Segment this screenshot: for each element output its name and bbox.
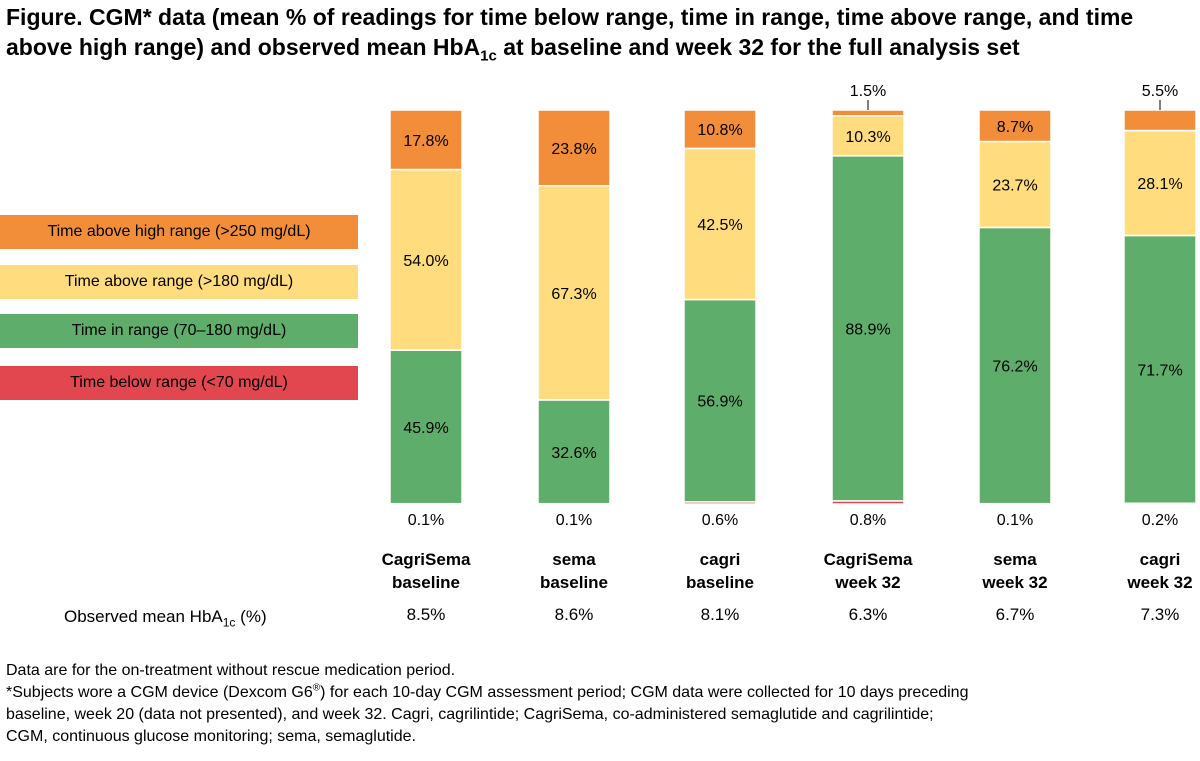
- title-subscript: 1c: [480, 47, 497, 65]
- legend-item-below-range: Time below range (<70 mg/dL): [0, 366, 358, 400]
- hba1c-row-label: Observed mean HbA1c (%): [64, 607, 267, 630]
- legend-item-in-range: Time in range (70–180 mg/dL): [0, 314, 358, 348]
- bar-segment-in_range-1: [389, 349, 463, 505]
- data-label-below-3: 0.6%: [702, 512, 738, 529]
- data-label-above-1: 54.0%: [403, 253, 448, 270]
- hba1c-label-subscript: 1c: [222, 615, 236, 630]
- data-label-above-2: 67.3%: [551, 286, 596, 303]
- stacked-bar-chart: 0.1% 45.9% 54.0% 17.8% CagriSema baseline 8.5%…: [382, 83, 1197, 624]
- bar-segment-above-5: [978, 140, 1052, 229]
- category-label-1-line-1: CagriSema: [382, 550, 471, 569]
- footnote-line-2: *Subjects wore a CGM device (Dexcom G6®)…: [6, 682, 968, 704]
- category-label-5-line-1: sema: [993, 550, 1037, 569]
- bar-segment-above_high-3: [683, 109, 757, 150]
- bar-segment-in_range-4: [831, 155, 905, 502]
- data-label-above_high-1: 17.8%: [403, 133, 448, 150]
- category-label-2-line-2: baseline: [540, 573, 608, 592]
- bar-segment-above-1: [389, 168, 463, 351]
- data-label-above-4: 10.3%: [845, 129, 890, 146]
- bar-segment-above-2: [537, 184, 611, 401]
- data-label-below-5: 0.1%: [997, 512, 1033, 529]
- category-label-6-line-2: week 32: [1126, 573, 1192, 592]
- figure-title: Figure. CGM* data (mean % of readings fo…: [6, 2, 1196, 65]
- footnote-line-4: CGM, continuous glucose monitoring; sema…: [6, 728, 416, 745]
- data-label-above_high-3: 10.8%: [697, 122, 742, 139]
- data-label-above_high-5: 8.7%: [997, 119, 1033, 136]
- bar-segment-above_high-4: [831, 109, 905, 117]
- data-label-below-2: 0.1%: [556, 512, 592, 529]
- data-label-in_range-4: 88.9%: [845, 321, 890, 338]
- category-label-5-line-2: week 32: [981, 573, 1047, 592]
- data-label-in_range-3: 56.9%: [697, 394, 742, 411]
- data-label-above_high-6: 5.5%: [1142, 83, 1178, 100]
- title-text-2: at baseline and week 32 for the full ana…: [496, 34, 1020, 60]
- category-label-1-line-2: baseline: [392, 573, 460, 592]
- data-label-above-6: 28.1%: [1137, 176, 1182, 193]
- category-label-3-line-1: cagri: [700, 550, 741, 569]
- footnote-line-1: Data are for the on-treatment without re…: [6, 662, 456, 679]
- category-label-4-line-2: week 32: [834, 573, 900, 592]
- hba1c-value-1: 8.5%: [407, 605, 446, 624]
- hba1c-value-3: 8.1%: [701, 605, 740, 624]
- data-label-below-4: 0.8%: [850, 512, 886, 529]
- data-label-in_range-5: 76.2%: [992, 359, 1037, 376]
- category-label-3-line-2: baseline: [686, 573, 754, 592]
- hba1c-value-4: 6.3%: [849, 605, 888, 624]
- legend-label-below-range: Time below range (<70 mg/dL): [70, 374, 288, 391]
- title-text-1: Figure. CGM* data (mean % of readings fo…: [6, 4, 1134, 60]
- legend-item-above-range: Time above range (>180 mg/dL): [0, 265, 358, 299]
- hba1c-value-6: 7.3%: [1141, 605, 1180, 624]
- category-label-4-line-1: CagriSema: [824, 550, 913, 569]
- bar-segment-above_high-1: [389, 109, 463, 171]
- hba1c-label-suffix: (%): [235, 607, 267, 626]
- bar-segment-above-6: [1123, 129, 1197, 237]
- hba1c-value-2: 8.6%: [555, 605, 594, 624]
- bar-segment-above_high-5: [978, 109, 1052, 143]
- data-label-in_range-6: 71.7%: [1137, 362, 1182, 379]
- bar-segment-above-3: [683, 147, 757, 301]
- footnote-line-2-a: *Subjects wore a CGM device (Dexcom G6: [6, 684, 313, 701]
- bar-segment-in_range-2: [537, 399, 611, 505]
- data-label-below-1: 0.1%: [408, 512, 444, 529]
- data-label-below-6: 0.2%: [1142, 512, 1178, 529]
- bar-segment-above-4: [831, 115, 905, 157]
- data-label-above-3: 42.5%: [697, 217, 742, 234]
- data-label-in_range-1: 45.9%: [403, 420, 448, 437]
- bar-segment-above_high-2: [537, 109, 611, 187]
- data-label-above_high-2: 23.8%: [551, 141, 596, 158]
- legend-label-above-range: Time above range (>180 mg/dL): [64, 273, 294, 290]
- bar-segment-above_high-6: [1123, 109, 1197, 132]
- data-label-above-5: 23.7%: [992, 177, 1037, 194]
- legend-label-above-high-range: Time above high range (>250 mg/dL): [47, 223, 311, 240]
- data-label-in_range-2: 32.6%: [551, 445, 596, 462]
- hba1c-value-5: 6.7%: [996, 605, 1035, 624]
- legend-label-in-range: Time in range (70–180 mg/dL): [71, 322, 287, 339]
- data-label-above_high-4: 1.5%: [850, 83, 886, 100]
- bar-segment-in_range-5: [978, 226, 1052, 505]
- footnote-line-2-b: ) for each 10-day CGM assessment period;…: [320, 684, 969, 701]
- bar-segment-in_range-6: [1123, 234, 1197, 505]
- category-label-6-line-1: cagri: [1140, 550, 1181, 569]
- legend-item-above-high-range: Time above high range (>250 mg/dL): [0, 215, 358, 249]
- registered-mark: ®: [312, 682, 321, 694]
- footnote-line-3: baseline, week 20 (data not presented), …: [6, 706, 934, 723]
- category-label-2-line-1: sema: [552, 550, 596, 569]
- hba1c-label-text: Observed mean HbA: [64, 607, 223, 626]
